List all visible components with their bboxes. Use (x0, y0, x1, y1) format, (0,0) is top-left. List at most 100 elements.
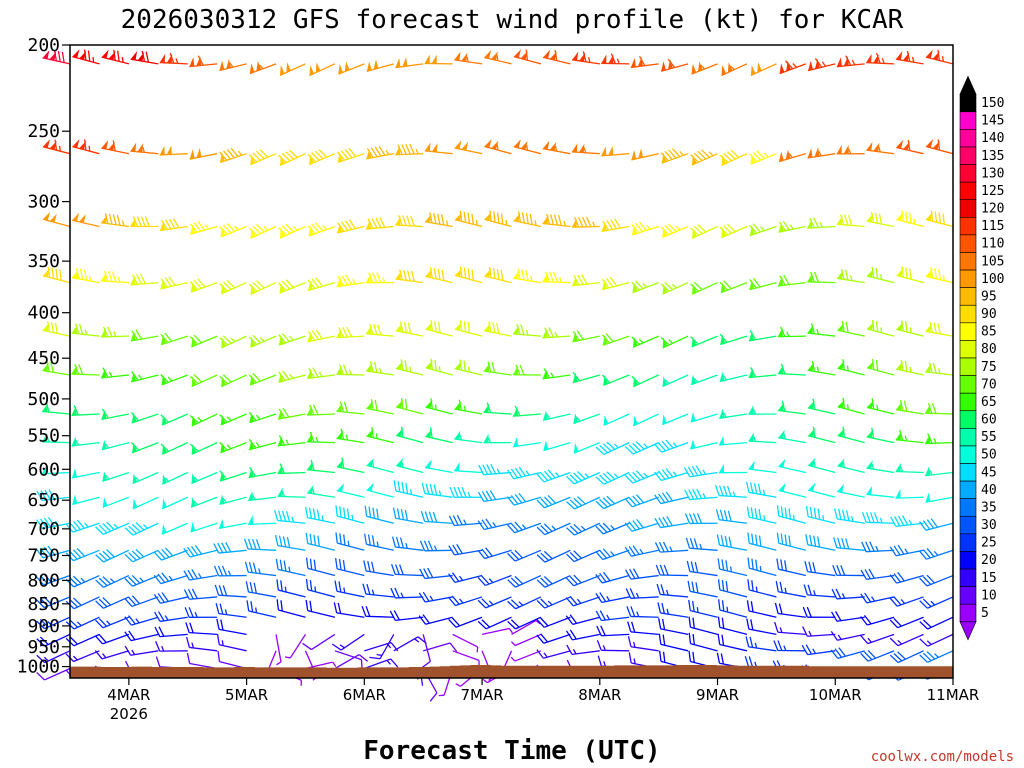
wind-barb (395, 426, 424, 444)
wind-barb (866, 358, 895, 376)
wind-barb (683, 465, 718, 478)
wind-barb (895, 462, 924, 474)
wind-barb (424, 459, 453, 474)
wind-barb (565, 614, 600, 626)
legend-swatch (959, 515, 977, 535)
wind-barb (631, 221, 659, 236)
legend-swatch (959, 340, 977, 359)
legend-swatch (959, 111, 977, 130)
wind-barb (393, 480, 424, 498)
wind-barb (124, 630, 159, 642)
wind-barb (536, 549, 571, 563)
wind-barb (102, 471, 130, 482)
wind-barb (305, 532, 336, 551)
wind-barb (366, 457, 394, 474)
wind-barb (834, 508, 865, 524)
wind-barb (836, 214, 865, 228)
wind-barb (94, 650, 130, 660)
wind-barb (866, 211, 895, 228)
wind-barb (836, 144, 865, 155)
wind-barb (542, 368, 571, 380)
legend-label: 80 (981, 342, 997, 357)
wind-barb (778, 482, 806, 498)
wind-barb (395, 57, 424, 69)
wind-barb (866, 52, 895, 65)
wind-barb (691, 61, 718, 75)
y-tick-label: 400 (27, 303, 60, 324)
wind-barb (513, 268, 542, 284)
wind-barb (542, 213, 571, 228)
wind-barb (717, 558, 748, 577)
legend-swatch (959, 234, 977, 253)
wind-barb (219, 223, 247, 238)
wind-barb (484, 266, 512, 284)
wind-barb (866, 398, 895, 415)
wind-barb (365, 361, 394, 376)
wind-barb (336, 364, 365, 376)
wind-barb (190, 496, 218, 508)
wind-barb (284, 634, 307, 659)
wind-barb (860, 592, 895, 604)
wind-barb (889, 633, 924, 647)
wind-barb (278, 149, 306, 167)
wind-barb (573, 413, 601, 425)
speed-legend: 1501451401351301251201151101051009590858… (959, 75, 1004, 641)
wind-barb (775, 581, 806, 598)
wind-barb (513, 139, 542, 155)
wind-barb (305, 599, 336, 618)
wind-barb (627, 621, 659, 636)
wind-barb (395, 321, 424, 337)
wind-barb (184, 607, 218, 618)
wind-barb (919, 574, 954, 587)
wind-barb (889, 596, 924, 607)
wind-barb (183, 588, 218, 600)
wind-barb (601, 218, 630, 233)
wind-barb (566, 522, 601, 536)
wind-barb (687, 580, 718, 598)
wind-barb (278, 223, 306, 239)
legend-label: 35 (981, 500, 997, 515)
wind-barb (304, 506, 336, 524)
wind-barb (275, 634, 282, 666)
wind-barb (778, 458, 806, 474)
wind-barb (160, 374, 188, 386)
wind-barb (688, 616, 718, 636)
wind-barb (154, 611, 188, 623)
wind-barb (510, 633, 542, 647)
wind-barb (889, 544, 924, 557)
credit-link[interactable]: coolwx.com/models (871, 749, 1014, 765)
wind-barb (100, 367, 129, 379)
legend-max-arrow (959, 75, 977, 95)
wind-barb (631, 335, 659, 348)
wind-barb (213, 542, 247, 554)
wind-barb (36, 573, 71, 586)
wind-barb (71, 323, 100, 337)
wind-barb (153, 547, 188, 561)
wind-barb (721, 62, 748, 77)
wind-barb (684, 488, 718, 501)
wind-barb (448, 572, 483, 584)
wind-barb (362, 583, 394, 598)
wind-barb (219, 58, 247, 72)
wind-barb (866, 427, 895, 444)
legend-swatch (959, 357, 977, 376)
wind-barb (632, 413, 659, 427)
wind-barb (807, 426, 836, 444)
wind-barb (448, 514, 483, 527)
wind-barb (395, 397, 424, 415)
wind-barb (65, 596, 100, 610)
wind-barb (660, 281, 689, 295)
wind-barb (95, 574, 130, 588)
wind-barb (749, 223, 777, 237)
chart-title: 2026030312 GFS forecast wind profile (kt… (121, 5, 904, 35)
wind-barb (624, 494, 659, 508)
wind-barb (391, 564, 424, 577)
wind-barb (124, 548, 159, 563)
wind-barb (860, 568, 895, 581)
wind-barb (420, 511, 453, 524)
wind-barb (160, 442, 189, 455)
wind-barb (219, 413, 247, 426)
wind-barb (631, 374, 659, 388)
